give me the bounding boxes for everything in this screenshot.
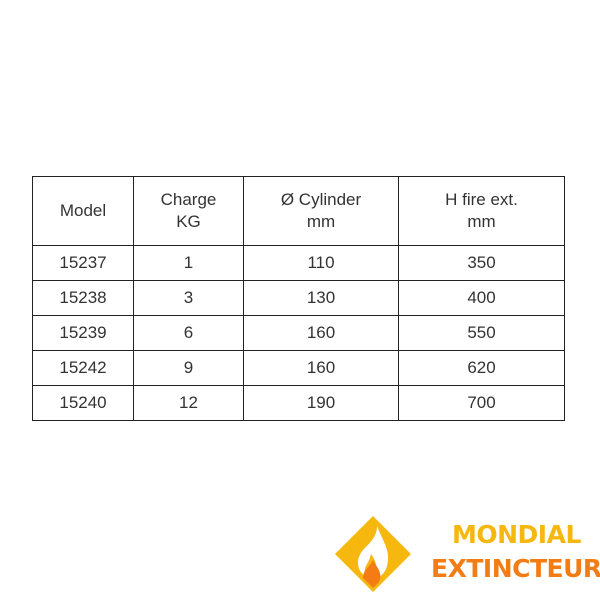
cell-charge: 9 bbox=[133, 350, 244, 386]
header-cylinder: Ø Cylinder mm bbox=[243, 176, 399, 246]
table-row: 15242 9 160 620 bbox=[32, 350, 565, 386]
cell-cylinder: 110 bbox=[243, 245, 399, 281]
cell-model: 15238 bbox=[32, 280, 134, 316]
cell-charge: 12 bbox=[133, 385, 244, 421]
header-unit: mm bbox=[467, 212, 496, 231]
cell-model: 15239 bbox=[32, 315, 134, 351]
cell-model: 15240 bbox=[32, 385, 134, 421]
cell-height: 700 bbox=[398, 385, 565, 421]
flame-logo-icon bbox=[335, 516, 411, 592]
header-unit: KG bbox=[176, 212, 201, 231]
cell-cylinder: 160 bbox=[243, 315, 399, 351]
cell-cylinder: 160 bbox=[243, 350, 399, 386]
table-row: 15239 6 160 550 bbox=[32, 315, 565, 351]
table-row: 15240 12 190 700 bbox=[32, 385, 565, 421]
cell-model: 15242 bbox=[32, 350, 134, 386]
header-label: H fire ext. bbox=[445, 190, 518, 209]
cell-height: 400 bbox=[398, 280, 565, 316]
cell-height: 350 bbox=[398, 245, 565, 281]
header-label: Ø Cylinder bbox=[280, 190, 362, 209]
cell-cylinder: 190 bbox=[243, 385, 399, 421]
table-row: 15238 3 130 400 bbox=[32, 280, 565, 316]
brand-name-line1: MONDIAL bbox=[452, 520, 581, 549]
header-label: Charge bbox=[160, 190, 217, 209]
header-charge: Charge KG bbox=[133, 176, 244, 246]
specs-table: Model Charge KG Ø Cylinder mm H fire ext. m… bbox=[32, 176, 565, 421]
header-height: H fire ext. mm bbox=[398, 176, 565, 246]
cell-charge: 1 bbox=[133, 245, 244, 281]
header-label: Model bbox=[59, 201, 107, 220]
header-model: Model bbox=[32, 176, 134, 246]
cell-cylinder: 130 bbox=[243, 280, 399, 316]
cell-height: 620 bbox=[398, 350, 565, 386]
cell-model: 15237 bbox=[32, 245, 134, 281]
cell-charge: 6 bbox=[133, 315, 244, 351]
cell-height: 550 bbox=[398, 315, 565, 351]
header-row: Model Charge KG Ø Cylinder mm H fire ext. m… bbox=[32, 176, 565, 246]
cell-charge: 3 bbox=[133, 280, 244, 316]
header-unit: mm bbox=[306, 212, 336, 231]
table-row: 15237 1 110 350 bbox=[32, 245, 565, 281]
brand-name-line2: EXTINCTEUR bbox=[431, 554, 600, 583]
